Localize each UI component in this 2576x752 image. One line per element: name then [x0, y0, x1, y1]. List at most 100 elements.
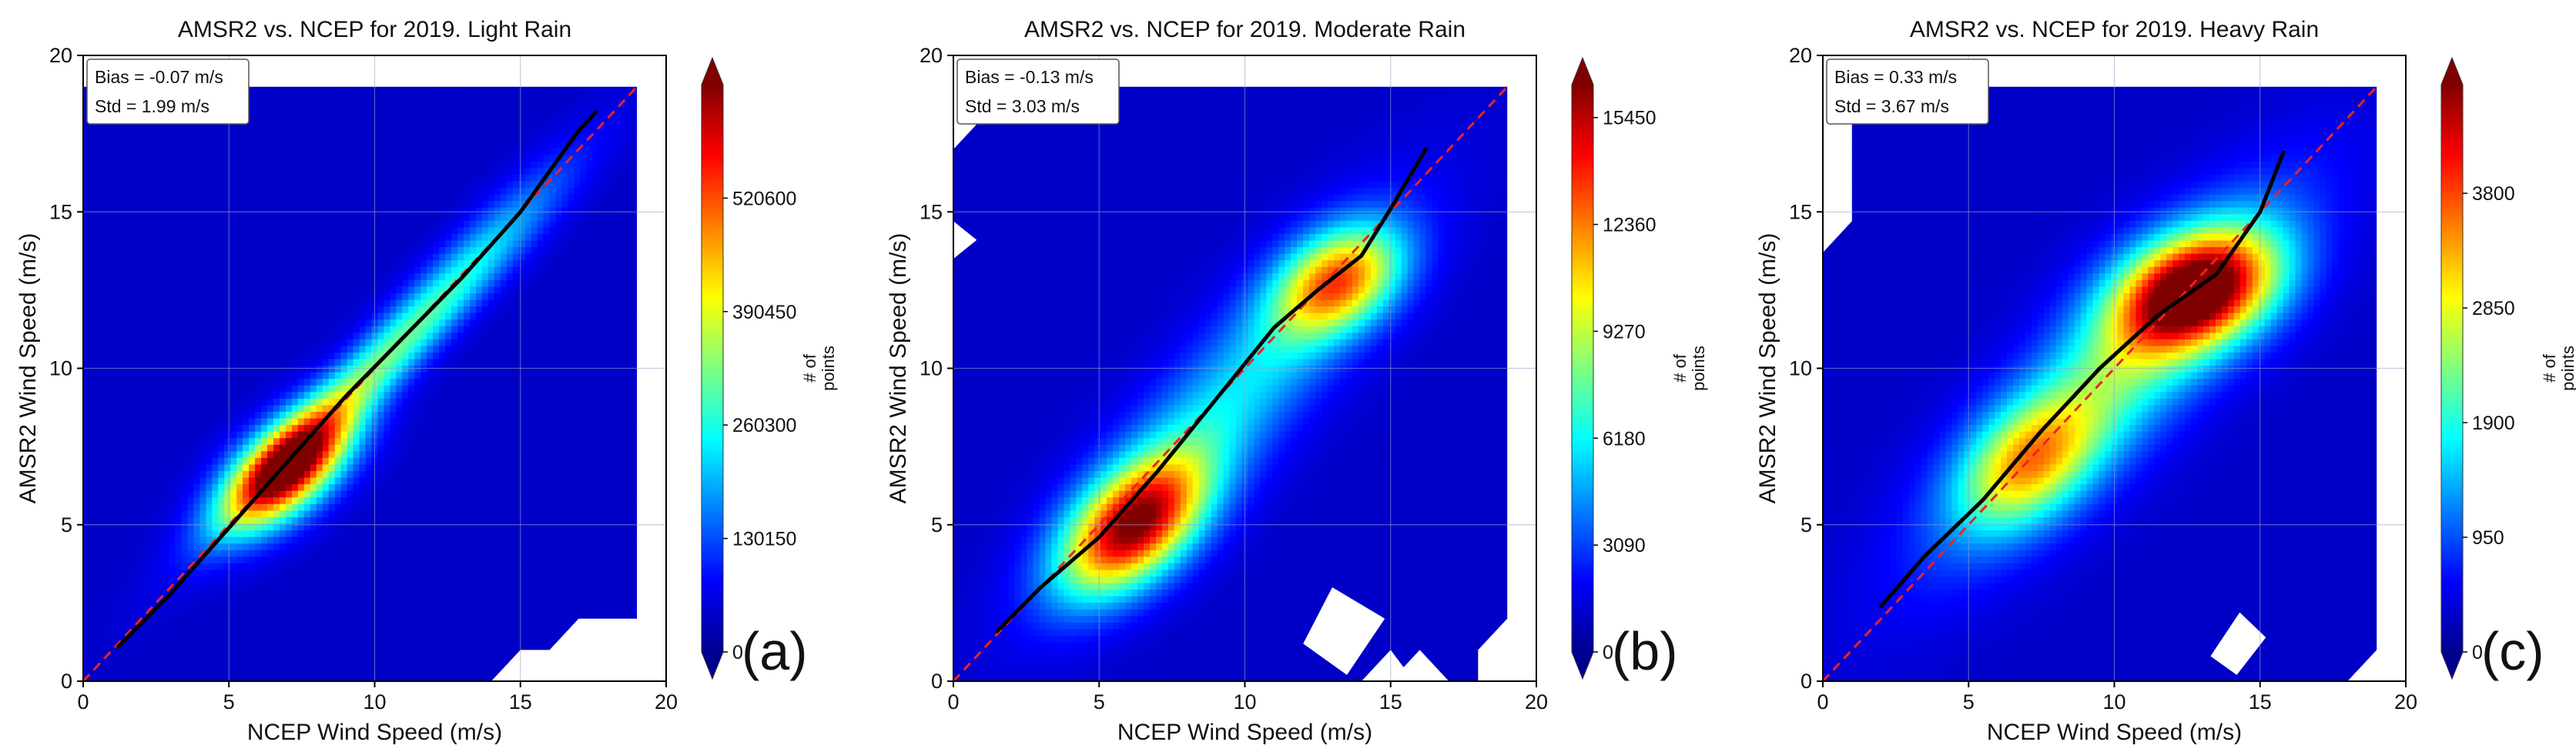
heatmap-cell — [298, 272, 305, 279]
heatmap-cell — [151, 464, 158, 471]
heatmap-cell — [255, 457, 262, 464]
heatmap-cell — [267, 583, 274, 590]
heatmap-cell — [390, 115, 397, 122]
heatmap-cell — [193, 490, 200, 497]
heatmap-cell — [261, 536, 268, 543]
heatmap-cell — [261, 266, 268, 273]
heatmap-cell — [353, 424, 360, 431]
heatmap-cell — [280, 583, 286, 590]
heatmap-cell — [267, 55, 274, 62]
heatmap-cell — [126, 530, 133, 536]
heatmap-cell — [145, 589, 152, 596]
heatmap-cell — [384, 82, 390, 89]
heatmap-cell — [255, 55, 262, 62]
heatmap-cell — [353, 55, 360, 62]
heatmap-cell — [83, 444, 90, 451]
heatmap-cell — [304, 530, 311, 536]
heatmap-cell — [212, 154, 219, 161]
heatmap-cell — [181, 306, 188, 312]
heatmap-cell — [292, 668, 299, 675]
heatmap-cell — [261, 161, 268, 168]
heatmap-cell — [83, 272, 90, 279]
heatmap-cell — [261, 326, 268, 333]
heatmap-cell — [255, 227, 262, 234]
heatmap-cell — [360, 286, 367, 293]
heatmap-cell — [273, 62, 280, 69]
heatmap-cell — [114, 648, 121, 655]
heatmap-cell — [341, 326, 348, 333]
heatmap-cell — [132, 279, 139, 286]
heatmap-cell — [377, 62, 384, 69]
heatmap-cell — [353, 563, 360, 570]
heatmap-cell — [402, 556, 409, 563]
heatmap-cell — [212, 405, 219, 412]
heatmap-cell — [310, 668, 317, 675]
heatmap-cell — [243, 253, 250, 260]
heatmap-cell — [347, 622, 354, 629]
heatmap-cell — [230, 359, 237, 366]
heatmap-cell — [329, 359, 336, 366]
heatmap-cell — [230, 622, 237, 629]
heatmap-cell — [95, 655, 102, 662]
heatmap-cell — [126, 583, 133, 590]
heatmap-cell — [347, 405, 354, 412]
heatmap-cell — [384, 589, 390, 596]
heatmap-cell — [243, 359, 250, 366]
heatmap-cell — [243, 372, 250, 379]
heatmap-cell — [193, 312, 200, 319]
heatmap-cell — [341, 516, 348, 523]
heatmap-cell — [176, 246, 183, 253]
heatmap-cell — [261, 108, 268, 115]
heatmap-cell — [366, 69, 373, 75]
heatmap-cell — [249, 339, 256, 346]
heatmap-cell — [145, 596, 152, 603]
heatmap-cell — [151, 200, 158, 207]
heatmap-cell — [267, 279, 274, 286]
heatmap-cell — [366, 346, 373, 353]
heatmap-cell — [317, 108, 323, 115]
heatmap-cell — [181, 207, 188, 214]
heatmap-cell — [206, 576, 213, 583]
heatmap-cell — [396, 122, 403, 129]
heatmap-cell — [390, 194, 397, 201]
heatmap-cell — [212, 359, 219, 366]
heatmap-cell — [212, 128, 219, 135]
heatmap-cell — [102, 339, 109, 346]
heatmap-cell — [108, 510, 115, 516]
heatmap-cell — [280, 530, 286, 536]
heatmap-cell — [224, 563, 231, 570]
heatmap-cell — [108, 266, 115, 273]
heatmap-cell — [255, 536, 262, 543]
heatmap-cell — [261, 141, 268, 148]
heatmap-cell — [366, 378, 373, 385]
heatmap-cell — [310, 128, 317, 135]
heatmap-cell — [317, 299, 323, 306]
heatmap-cell — [329, 161, 336, 168]
heatmap-cell — [139, 510, 146, 516]
heatmap-cell — [360, 207, 367, 214]
heatmap-cell — [151, 161, 158, 168]
heatmap-cell — [120, 272, 127, 279]
heatmap-cell — [377, 161, 384, 168]
heatmap-cell — [329, 207, 336, 214]
heatmap-cell — [347, 122, 354, 129]
heatmap-cell — [304, 233, 311, 240]
heatmap-cell — [390, 372, 397, 379]
heatmap-cell — [341, 563, 348, 570]
heatmap-cell — [347, 530, 354, 536]
heatmap-cell — [402, 398, 409, 405]
heatmap-cell — [139, 503, 146, 510]
heatmap-cell — [304, 253, 311, 260]
heatmap-cell — [230, 550, 237, 556]
heatmap-cell — [176, 464, 183, 471]
heatmap-cell — [83, 490, 90, 497]
heatmap-cell — [310, 576, 317, 583]
heatmap-cell — [236, 464, 243, 471]
heatmap-cell — [243, 563, 250, 570]
heatmap-cell — [366, 174, 373, 181]
heatmap-cell — [224, 444, 231, 451]
heatmap-cell — [402, 372, 409, 379]
heatmap-cell — [377, 306, 384, 312]
heatmap-cell — [396, 128, 403, 135]
heatmap-cell — [114, 306, 121, 312]
